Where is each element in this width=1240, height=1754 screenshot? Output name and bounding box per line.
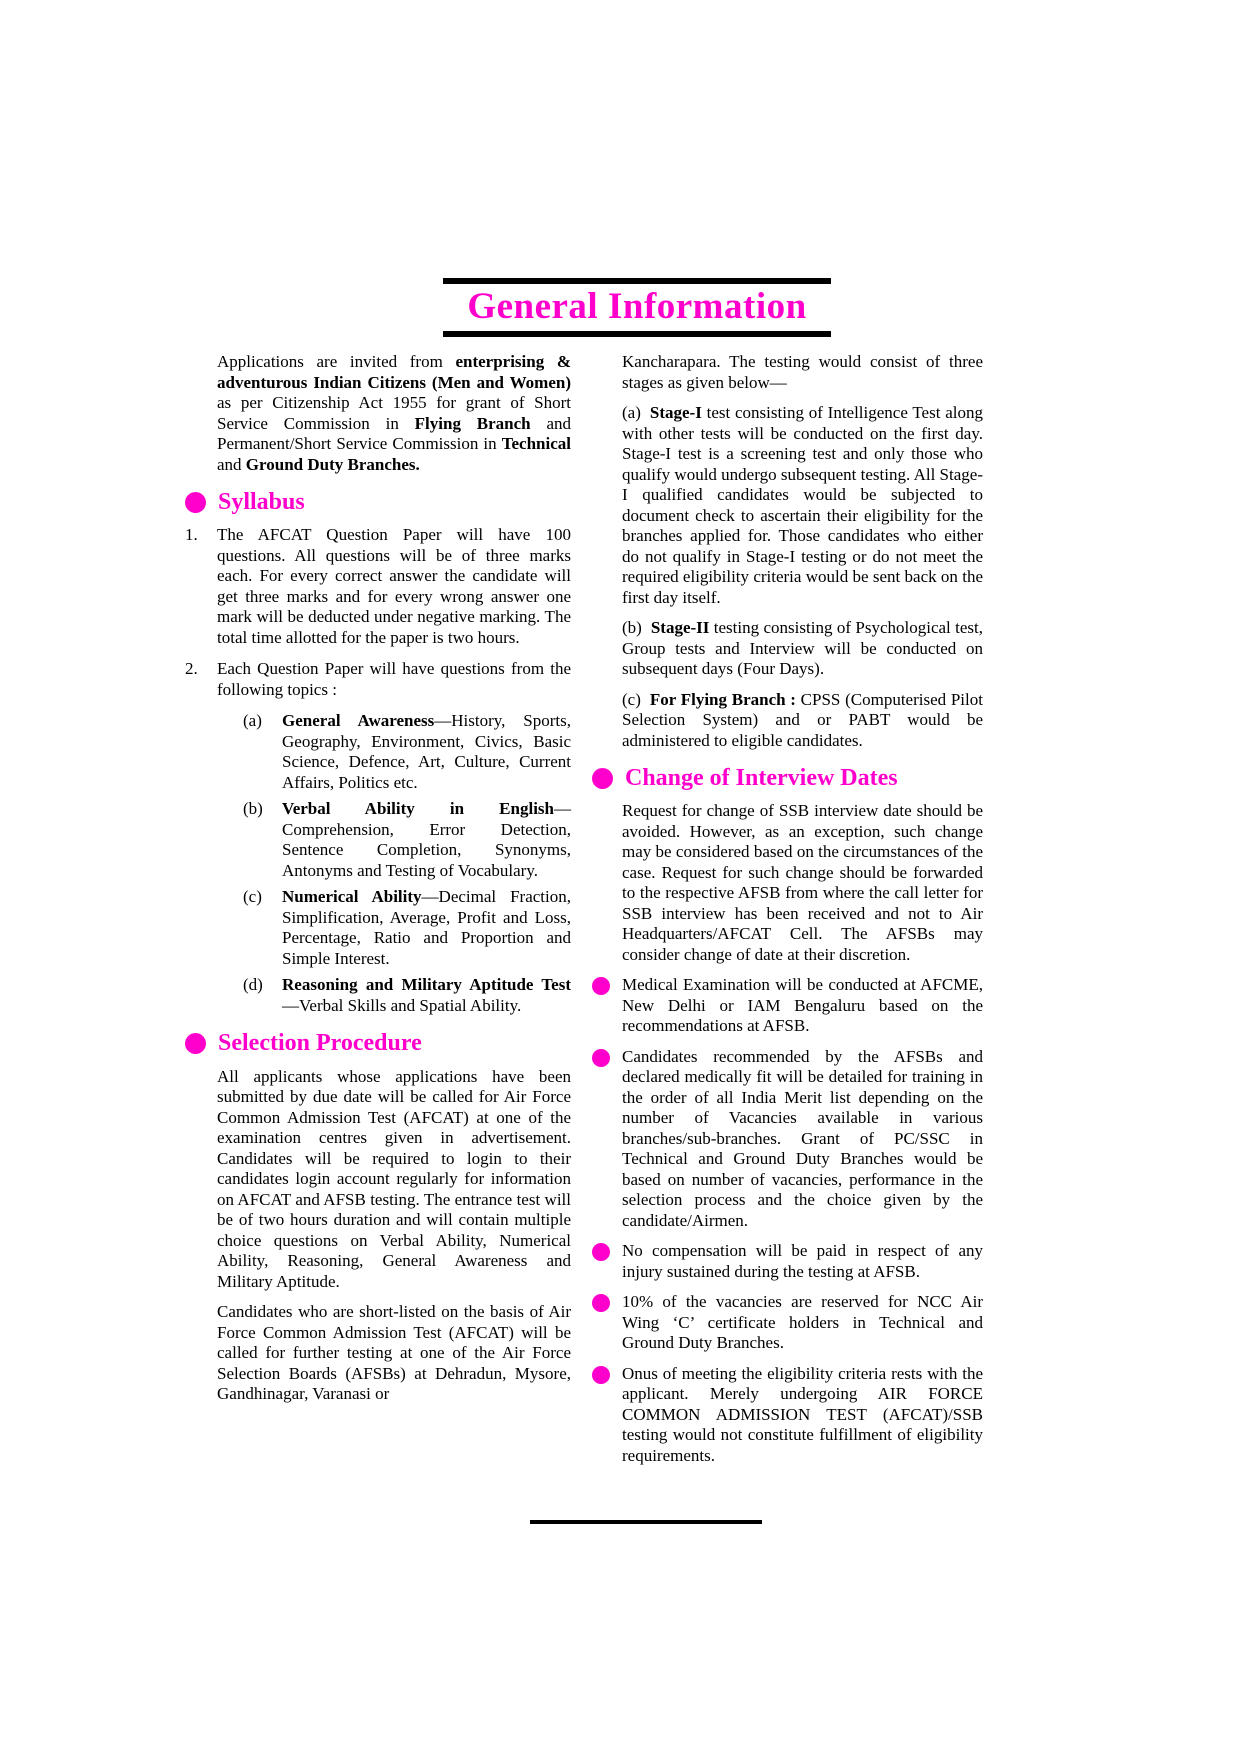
bullet-item-compensation: No compensation will be paid in respect … <box>592 1241 983 1282</box>
stage-label: (a) <box>622 403 641 422</box>
bullet-item-ncc-reservation: 10% of the vacancies are reserved for NC… <box>592 1292 983 1354</box>
bullet-text: Candidates recommended by the AFSBs and … <box>622 1046 983 1230</box>
intro-paragraph: Applications are invited from enterprisi… <box>217 352 571 475</box>
item-number: 1. <box>185 525 198 545</box>
section-heading-label: Syllabus <box>218 489 305 515</box>
intro-segment: as per Citizenship Act 1955 for grant of… <box>217 393 571 433</box>
section-heading-label: Selection Procedure <box>218 1030 422 1057</box>
intro-segment-bold: Technical <box>501 434 571 453</box>
bullet-text: 10% of the vacancies are reserved for NC… <box>622 1292 983 1353</box>
left-column: Applications are invited from enterprisi… <box>185 352 571 1415</box>
page-title-block: General Information <box>443 278 831 338</box>
intro-segment-bold: Ground Duty Branches. <box>245 454 420 474</box>
item-text: The AFCAT Question Paper will have 100 q… <box>217 525 571 647</box>
topic-item-b: (b) Verbal Ability in English—Comprehensi… <box>243 799 571 881</box>
numbered-item-2: 2. Each Question Paper will have question… <box>185 659 571 700</box>
topic-label: (c) <box>243 887 262 907</box>
interview-paragraph: Request for change of SSB interview date… <box>622 801 983 964</box>
title-rule-bottom <box>443 331 831 338</box>
bullet-item-recommended: Candidates recommended by the AFSBs and … <box>592 1046 983 1232</box>
stage-title: For Flying Branch : <box>649 689 796 709</box>
intro-segment-bold: Flying Branch <box>414 413 531 433</box>
topic-text: —History, Sports, Geography, Environment… <box>282 711 571 792</box>
selection-paragraph-1: All applicants whose applications have b… <box>217 1066 571 1291</box>
bullet-item-medical: Medical Examination will be conducted at… <box>592 975 983 1037</box>
continuation-paragraph: Kancharapara. The testing would consist … <box>622 352 983 392</box>
intro-segment: Applications are invited from <box>217 352 456 371</box>
title-rule-top <box>443 278 831 284</box>
intro-segment: and Permanent/Short Service Commission i… <box>217 413 572 454</box>
stage-title: Stage-II <box>650 618 710 637</box>
stage-label: (b) <box>622 618 642 637</box>
item-number: 2. <box>185 659 198 679</box>
stage-text: CPSS (Computerised Pilot Selection Syste… <box>622 689 983 750</box>
stage-title: Stage-I <box>649 403 702 422</box>
section-bullet-icon <box>592 767 613 789</box>
topic-item-d: (d) Reasoning and Military Aptitude Test—… <box>243 975 571 1016</box>
topic-title: Verbal Ability in English <box>282 799 554 819</box>
section-heading-label: Change of Interview Dates <box>625 765 898 791</box>
item-text: Each Question Paper will have questions … <box>217 659 571 699</box>
selection-paragraph-2: Candidates who are short-listed on the b… <box>217 1302 571 1404</box>
topic-label: (b) <box>243 799 263 819</box>
bullet-icon <box>592 977 610 996</box>
bullet-icon <box>592 1243 610 1262</box>
topic-title: Numerical Ability <box>282 887 422 907</box>
stage-text: test consisting of Intelligence Test alo… <box>622 403 983 607</box>
right-column: Kancharapara. The testing would consist … <box>592 352 983 1476</box>
topic-label: (d) <box>243 975 263 995</box>
bullet-icon <box>592 1294 610 1313</box>
topic-text: —Decimal Fraction, Simplification, Avera… <box>282 887 571 968</box>
page-end-rule <box>530 1520 762 1524</box>
page-title: General Information <box>467 286 807 327</box>
topic-title: General Awareness <box>282 711 435 731</box>
bullet-text: Onus of meeting the eligibility criteria… <box>622 1363 983 1465</box>
section-heading-change-of-interview-dates: Change of Interview Dates <box>592 765 983 791</box>
topic-label: (a) <box>243 711 262 731</box>
topic-text: —Verbal Skills and Spatial Ability. <box>282 995 522 1015</box>
stage-paragraph-c: (c) For Flying Branch : CPSS (Computerise… <box>622 690 983 752</box>
bullet-icon <box>592 1048 610 1067</box>
bullet-text: Medical Examination will be conducted at… <box>622 975 983 1036</box>
stage-paragraph-b: (b) Stage-II testing consisting of Psycho… <box>622 618 983 680</box>
section-bullet-icon <box>185 491 206 513</box>
bullet-text: No compensation will be paid in respect … <box>622 1241 983 1281</box>
section-heading-selection-procedure: Selection Procedure <box>185 1030 571 1056</box>
intro-segment-bold: enterprising & adventurous Indian Citize… <box>217 352 572 392</box>
bullet-icon <box>592 1365 610 1384</box>
topic-item-c: (c) Numerical Ability—Decimal Fraction, S… <box>243 887 571 969</box>
numbered-item-1: 1. The AFCAT Question Paper will have 100… <box>185 525 571 648</box>
stage-label: (c) <box>622 689 641 709</box>
section-heading-syllabus: Syllabus <box>185 489 571 515</box>
bullet-item-eligibility-onus: Onus of meeting the eligibility criteria… <box>592 1363 983 1467</box>
section-bullet-icon <box>185 1033 206 1055</box>
topic-text: —Comprehension, Error Detection, Sentenc… <box>282 799 571 880</box>
intro-segment: and <box>217 454 246 474</box>
stage-paragraph-a: (a) Stage-I test consisting of Intelligen… <box>622 403 983 608</box>
topic-title: Reasoning and Military Aptitude Test <box>282 975 571 995</box>
stage-text: testing consisting of Psychological test… <box>622 618 983 678</box>
topic-item-a: (a) General Awareness—History, Sports, Ge… <box>243 711 571 793</box>
